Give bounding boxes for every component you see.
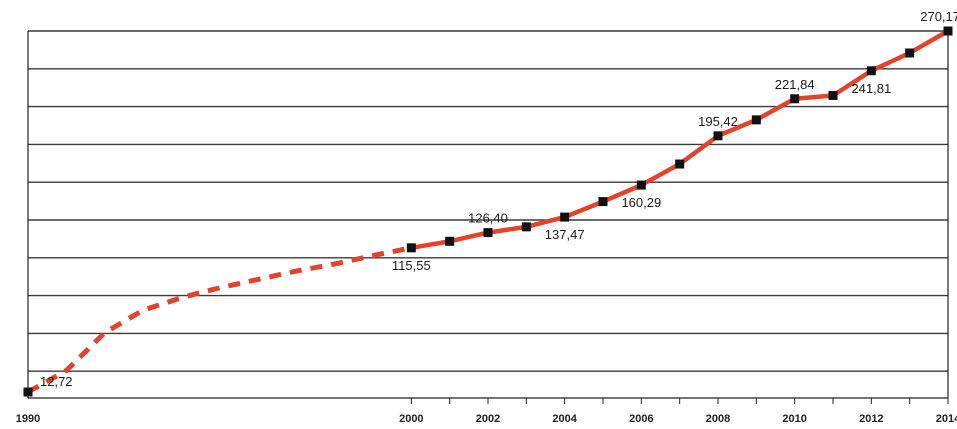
data-label: 195,42 <box>698 114 738 129</box>
data-point <box>751 115 761 125</box>
data-label: 115,55 <box>392 258 431 273</box>
data-point <box>866 66 876 76</box>
data-point <box>675 159 685 169</box>
x-tick-label: 2002 <box>476 413 500 425</box>
x-tick-label: 2010 <box>782 413 806 425</box>
x-tick-label: 1990 <box>16 413 40 425</box>
data-label: 241,81 <box>851 81 891 96</box>
x-tick-label: 2000 <box>399 413 423 425</box>
data-label: 126,40 <box>468 211 508 226</box>
data-label: 160,29 <box>621 195 661 210</box>
data-point <box>636 180 646 190</box>
data-point <box>905 48 915 58</box>
data-label: 12,72 <box>40 374 73 389</box>
data-point <box>943 26 953 36</box>
data-point <box>483 228 493 238</box>
x-tick-label: 2006 <box>629 413 653 425</box>
data-point <box>790 94 800 104</box>
data-point <box>406 243 416 253</box>
data-label: 221,84 <box>775 77 815 92</box>
data-point <box>713 131 723 141</box>
data-point <box>23 387 33 397</box>
data-point <box>445 236 455 246</box>
x-tick-label: 2004 <box>552 413 577 425</box>
data-label: 137,47 <box>545 227 585 242</box>
data-point <box>560 212 570 222</box>
data-point <box>598 197 608 207</box>
series-dashed-line <box>26 245 412 395</box>
data-point <box>521 222 531 232</box>
x-tick-label: 2012 <box>859 413 883 425</box>
x-tick-label: 2014 <box>936 413 957 425</box>
data-label: 270,17 <box>920 9 957 24</box>
x-tick-label: 2008 <box>706 413 730 425</box>
data-point <box>828 90 838 100</box>
